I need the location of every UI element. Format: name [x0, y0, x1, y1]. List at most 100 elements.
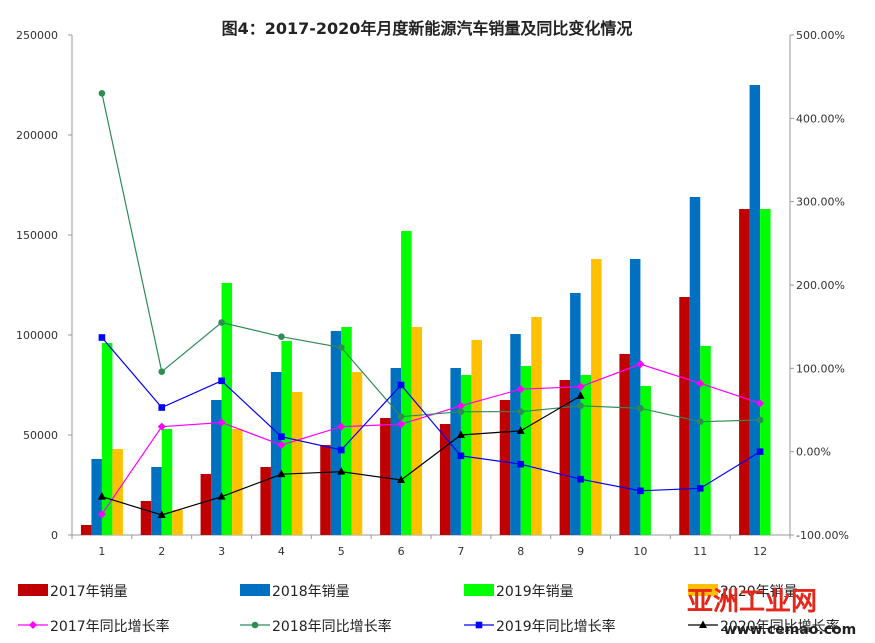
right-tick-label: 400.00%	[796, 112, 845, 125]
bar	[499, 400, 511, 535]
right-tick-label: 100.00%	[796, 362, 845, 375]
point	[456, 401, 465, 410]
left-tick-label: 50000	[23, 429, 58, 442]
point	[576, 391, 585, 399]
x-tick-label: 12	[753, 545, 767, 558]
bar	[330, 331, 342, 535]
series-line	[101, 93, 761, 423]
point	[397, 413, 405, 420]
point	[517, 460, 525, 468]
bar	[520, 366, 532, 535]
legend-swatch	[688, 584, 718, 596]
bar	[559, 380, 571, 535]
bar	[591, 259, 602, 535]
point	[696, 485, 704, 492]
x-tick-label: 7	[457, 545, 464, 558]
left-tick-label: 0	[51, 529, 58, 542]
point	[218, 377, 225, 385]
bar	[91, 459, 102, 535]
bar	[411, 327, 423, 535]
point	[397, 420, 406, 429]
point	[217, 492, 226, 500]
legend-swatch	[240, 584, 270, 596]
point	[277, 441, 286, 449]
point	[756, 448, 764, 455]
series-line	[101, 337, 761, 492]
point	[756, 399, 765, 408]
point	[29, 621, 37, 629]
point	[577, 475, 584, 483]
point	[636, 360, 645, 369]
x-tick-label: 6	[398, 545, 405, 558]
point	[251, 621, 259, 629]
legend-label: 2019年同比增长率	[496, 618, 616, 635]
point	[337, 467, 346, 475]
bar	[80, 525, 92, 535]
bar	[450, 368, 461, 535]
bar	[380, 418, 391, 535]
lines-layer	[97, 90, 765, 519]
bar	[151, 467, 162, 535]
right-tick-label: 300.00%	[796, 196, 845, 209]
ticks-layer: 0 50000 100000 150000 200000 250000 -100.00% 0.…	[16, 29, 849, 558]
bar	[739, 209, 750, 535]
bar	[101, 343, 113, 535]
bar	[679, 297, 690, 535]
chart-title: 图4：2017-2020年月度新能源汽车销量及同比变化情况	[222, 19, 633, 38]
point	[457, 408, 465, 415]
left-tick-label: 200000	[16, 129, 58, 142]
bar	[531, 317, 542, 535]
bar	[749, 85, 761, 535]
point	[157, 510, 166, 518]
left-tick-label: 250000	[16, 29, 58, 42]
point	[157, 422, 166, 431]
right-tick-label: 200.00%	[796, 279, 845, 292]
bar	[320, 445, 331, 535]
legend: 2017年销量 2018年销量 2019年销量 2020年销量 2017年同比增长率 20…	[18, 584, 840, 635]
bar	[760, 209, 771, 535]
point	[577, 402, 584, 410]
point	[457, 452, 465, 460]
point	[98, 334, 106, 341]
point	[516, 426, 525, 434]
bar	[140, 501, 152, 535]
bar	[439, 424, 451, 535]
point	[98, 90, 106, 97]
left-tick-label: 150000	[16, 229, 58, 242]
bar	[341, 327, 352, 535]
point	[456, 430, 465, 438]
point	[218, 319, 225, 326]
legend-label: 2018年同比增长率	[272, 618, 392, 635]
point	[97, 492, 106, 500]
point	[337, 446, 345, 454]
left-tick-label: 100000	[16, 329, 58, 342]
x-tick-label: 4	[278, 545, 285, 558]
point	[337, 344, 345, 351]
point	[277, 469, 286, 478]
right-tick-label: -100.00%	[796, 529, 849, 542]
bar	[580, 375, 592, 535]
point	[699, 620, 707, 628]
x-tick-label: 10	[633, 545, 647, 558]
bar	[161, 429, 173, 535]
x-tick-label: 8	[517, 545, 524, 558]
x-tick-label: 11	[693, 545, 707, 558]
series-line	[101, 363, 761, 515]
watermark-title: 亚洲工业网	[687, 587, 817, 617]
x-tick-label: 9	[577, 545, 584, 558]
right-tick-label: 500.00%	[796, 29, 845, 42]
point	[217, 418, 226, 427]
point	[278, 433, 285, 440]
x-tick-label: 1	[98, 545, 105, 558]
x-tick-label: 3	[218, 545, 225, 558]
bar	[351, 372, 363, 535]
point	[637, 487, 644, 495]
point	[696, 379, 705, 388]
bar	[570, 293, 581, 535]
bar	[232, 429, 243, 535]
bar	[629, 259, 641, 535]
bar	[510, 334, 521, 535]
bar	[270, 372, 282, 535]
bar	[260, 467, 271, 535]
